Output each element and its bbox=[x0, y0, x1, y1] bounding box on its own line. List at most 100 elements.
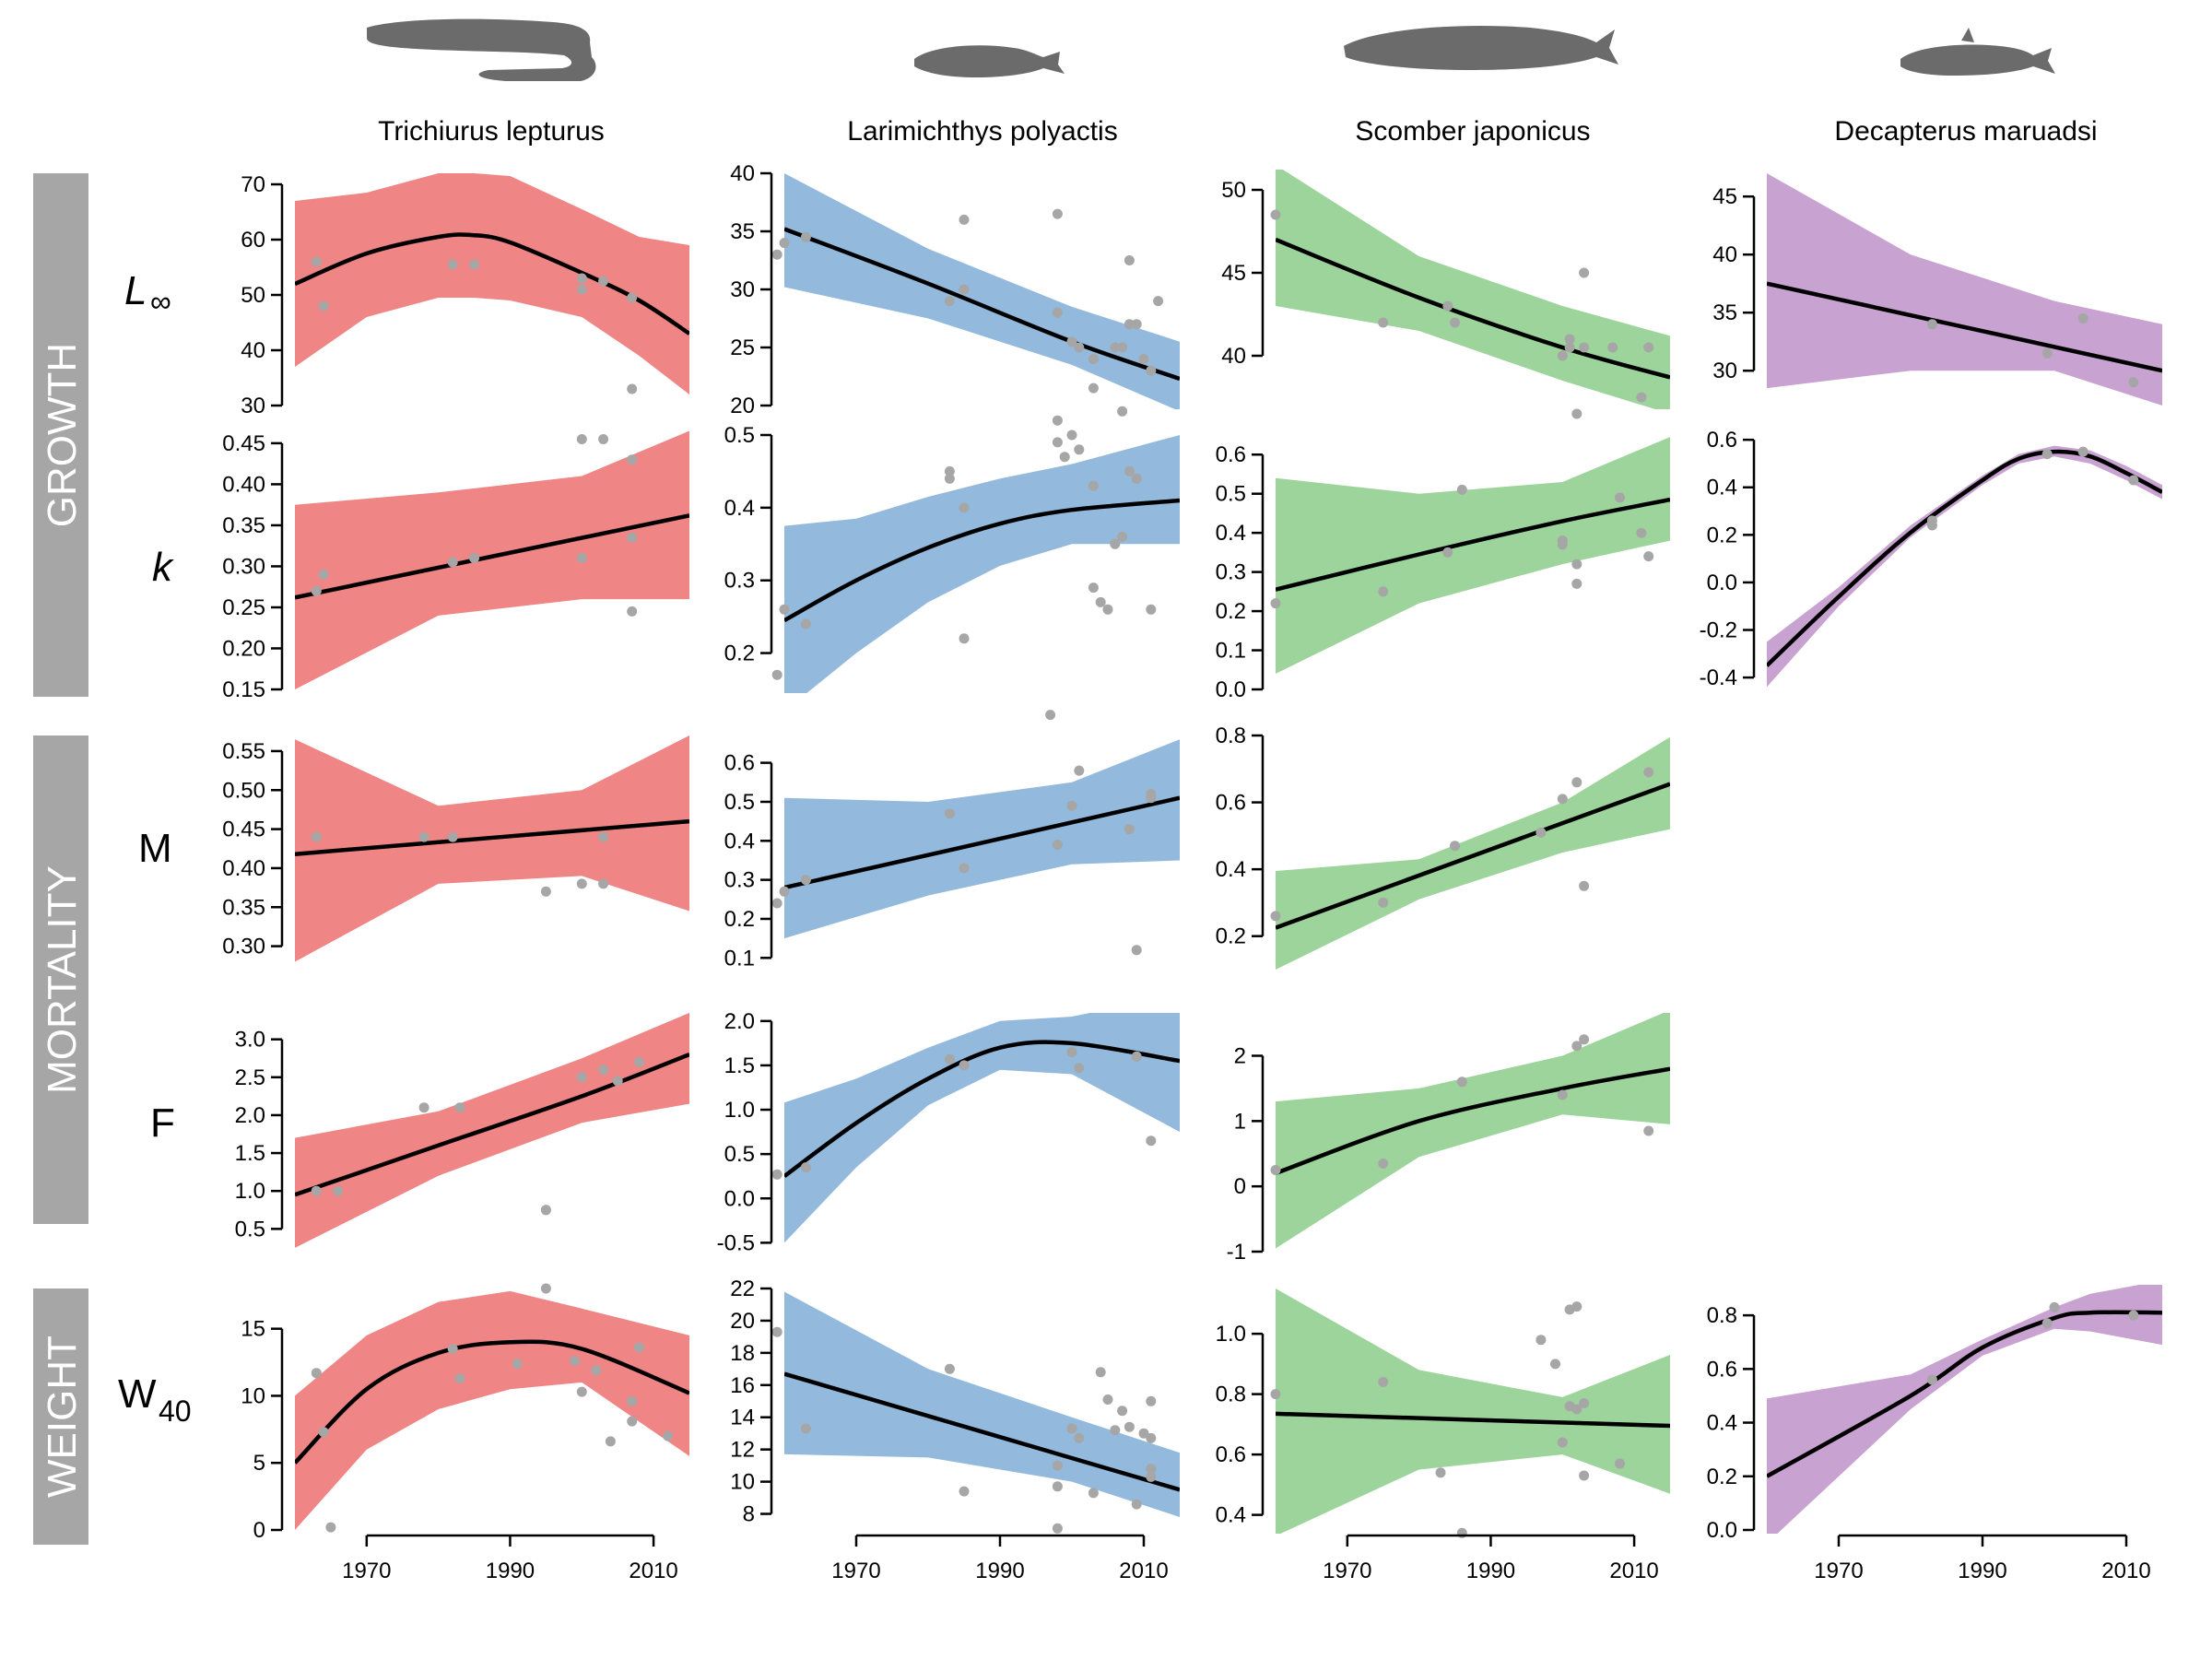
y-tick-label: 50 bbox=[1221, 178, 1246, 203]
data-point bbox=[1571, 1041, 1583, 1052]
data-point bbox=[454, 1373, 465, 1383]
data-point bbox=[598, 1065, 609, 1076]
confidence-band bbox=[1276, 736, 1670, 970]
data-point bbox=[598, 878, 609, 889]
data-point bbox=[1550, 1359, 1560, 1370]
data-point bbox=[959, 1486, 970, 1497]
y-tick-label: 16 bbox=[730, 1373, 755, 1398]
y-tick-label: 30 bbox=[1712, 359, 1737, 383]
y-tick-label: 0.0 bbox=[1216, 677, 1246, 702]
section-bar bbox=[33, 173, 88, 697]
data-point bbox=[627, 454, 638, 465]
data-point bbox=[1557, 535, 1568, 547]
data-point bbox=[1571, 1404, 1583, 1415]
data-point bbox=[1117, 406, 1128, 417]
data-point bbox=[944, 808, 955, 819]
y-tick-label: 0.4 bbox=[724, 496, 755, 521]
data-point bbox=[1052, 1460, 1063, 1471]
confidence-band bbox=[1767, 445, 2162, 688]
data-point bbox=[447, 259, 458, 270]
y-tick-label: 0.6 bbox=[1216, 442, 1246, 467]
data-point bbox=[1579, 342, 1590, 353]
y-tick-label: 0.55 bbox=[222, 739, 265, 764]
panel-linf-3: 40 45 50 bbox=[1221, 170, 1670, 419]
data-point bbox=[1643, 1125, 1654, 1136]
data-point bbox=[959, 1060, 970, 1071]
y-tick-label: 1.5 bbox=[235, 1141, 265, 1166]
data-point bbox=[1926, 1374, 1937, 1385]
y-tick-label: -0.5 bbox=[717, 1230, 755, 1255]
fitted-line bbox=[1767, 281, 2162, 373]
data-point bbox=[771, 669, 782, 680]
data-point bbox=[1066, 336, 1077, 347]
y-tick-label: 10 bbox=[241, 1383, 265, 1408]
data-point bbox=[311, 1185, 322, 1196]
y-tick-label: 2 bbox=[1234, 1044, 1246, 1069]
y-tick-label: 1.5 bbox=[724, 1053, 755, 1078]
data-point bbox=[2041, 347, 2053, 359]
x-axes: 1970 1990 2010 1970 1990 2010 1970 1990 2010 1970… bbox=[342, 1534, 2151, 1583]
confidence-band bbox=[295, 431, 689, 689]
y-tick-label: 0.4 bbox=[724, 829, 755, 853]
confidence-band bbox=[295, 735, 689, 962]
data-point bbox=[447, 831, 458, 842]
y-tick-label: 0.5 bbox=[1216, 482, 1246, 507]
y-tick-label: 0.5 bbox=[724, 790, 755, 815]
data-point bbox=[1131, 945, 1142, 956]
y-tick-label: 40 bbox=[1221, 344, 1246, 369]
x-tick-label: 1970 bbox=[342, 1559, 391, 1583]
fitted-line bbox=[1767, 449, 2162, 667]
y-tick-label: 15 bbox=[241, 1317, 265, 1342]
section-bar bbox=[33, 1288, 88, 1545]
data-point bbox=[627, 1416, 638, 1427]
panel-m-3: 0.2 0.4 0.6 0.8 bbox=[1216, 724, 1670, 970]
confidence-band bbox=[295, 1013, 689, 1248]
y-tick-label: 0.40 bbox=[222, 856, 265, 881]
y-tick-label: 45 bbox=[1221, 261, 1246, 286]
ribbonfish-silhouette-icon bbox=[367, 18, 596, 81]
data-point bbox=[944, 296, 955, 307]
x-axis-3: 1970 1990 2010 bbox=[1323, 1534, 1659, 1583]
data-point bbox=[1102, 604, 1113, 615]
y-tick-label: 0.45 bbox=[222, 818, 265, 842]
y-tick-label: 0.1 bbox=[1216, 639, 1246, 664]
data-point bbox=[605, 1436, 616, 1447]
fitted-line bbox=[1767, 1310, 2162, 1478]
y-tick-label: -0.4 bbox=[1700, 665, 1737, 690]
y-tick-label: 20 bbox=[730, 1309, 755, 1334]
y-tick-label: 12 bbox=[730, 1438, 755, 1463]
y-tick-label: 0.1 bbox=[724, 946, 755, 971]
data-point bbox=[311, 831, 322, 842]
y-tick-label: 0.6 bbox=[724, 751, 755, 776]
y-tick-label: 0.4 bbox=[1707, 1411, 1737, 1436]
y-tick-label: 0.15 bbox=[222, 677, 265, 702]
data-point bbox=[1378, 897, 1389, 908]
data-point bbox=[1095, 1367, 1106, 1378]
panel-k-1: 0.15 0.20 0.25 0.30 0.35 0.40 0.45 bbox=[222, 431, 689, 702]
y-tick-label: 0.2 bbox=[1707, 1465, 1737, 1489]
data-point bbox=[959, 284, 970, 295]
data-point bbox=[598, 831, 609, 842]
data-point bbox=[1450, 841, 1460, 852]
data-point bbox=[1571, 1301, 1583, 1312]
data-point bbox=[447, 557, 458, 568]
data-point bbox=[1131, 1499, 1142, 1510]
data-point bbox=[1131, 319, 1142, 330]
data-point bbox=[1146, 1464, 1157, 1475]
fitted-line bbox=[784, 498, 1180, 623]
data-point bbox=[800, 1162, 811, 1173]
species-label: Scomber japonicus bbox=[1355, 116, 1590, 147]
data-point bbox=[1074, 342, 1085, 353]
data-point bbox=[1074, 1432, 1085, 1443]
x-tick-label: 1990 bbox=[1466, 1559, 1515, 1583]
data-point bbox=[1052, 208, 1063, 219]
data-point bbox=[325, 1522, 336, 1533]
data-point bbox=[540, 1205, 551, 1216]
data-point bbox=[1146, 365, 1157, 376]
data-point bbox=[1110, 538, 1121, 549]
confidence-band bbox=[1276, 1288, 1670, 1534]
x-axis-4: 1970 1990 2010 bbox=[1814, 1534, 2151, 1583]
data-point bbox=[1102, 1394, 1113, 1405]
data-point bbox=[944, 1363, 955, 1374]
data-point bbox=[540, 1283, 551, 1294]
